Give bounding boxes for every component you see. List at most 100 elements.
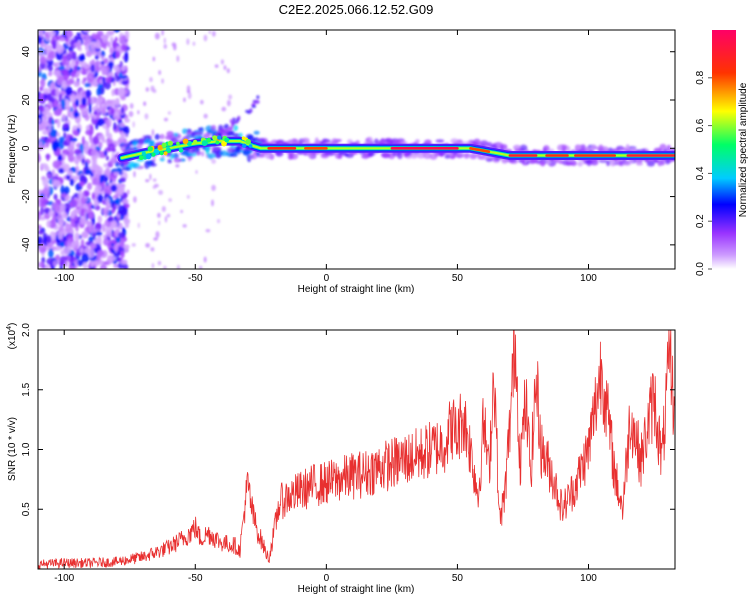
spectrogram-ridge-dot — [151, 152, 156, 157]
y-tick-label: -40 — [21, 237, 32, 252]
spectrogram-speckle — [211, 184, 216, 192]
spectrogram-noise-blob — [81, 231, 89, 239]
spectrogram-noise-blob — [111, 89, 115, 97]
spectrogram-noise-blob — [79, 181, 85, 187]
spectrogram-noise-blob — [58, 168, 65, 174]
spectrogram-noise-blob — [64, 37, 70, 42]
spectrogram-speckle — [187, 92, 192, 100]
spectrogram-noise-blob — [95, 222, 102, 230]
spectrogram-noise-blob — [76, 153, 81, 160]
spectrogram-noise-blob — [83, 77, 87, 82]
spectrogram-noise-blob — [107, 41, 112, 48]
spectrogram-noise-blob — [86, 182, 93, 191]
spectrogram-noise-blob — [73, 111, 80, 118]
spectrogram-ridge-dot — [212, 135, 218, 141]
spectrogram-noise-blob — [73, 80, 81, 88]
y-tick-label: 0 — [21, 145, 32, 151]
spectrogram-noise-blob — [70, 241, 76, 250]
spectrogram-noise-blob — [56, 132, 61, 138]
y-tick-label: 0.5 — [21, 502, 32, 516]
snr-scale-exponent: 4 — [6, 326, 13, 330]
spectrogram-speckle — [163, 117, 169, 122]
spectrogram-panel: -100 -50 0 50 100 -40 -20 0 20 40 Height of strai… — [7, 29, 676, 295]
snr-frame — [37, 329, 676, 570]
spectrogram-noise-blob — [88, 225, 96, 234]
spectrogram-ridge-dot — [216, 135, 222, 140]
spectrogram-halo-blob — [226, 131, 234, 137]
spectrogram-halo-blob — [167, 158, 172, 164]
spectrogram-noise-blob — [66, 133, 70, 143]
spectrogram-noise-blob — [97, 118, 105, 127]
spectrogram-noise-blob — [81, 97, 87, 106]
spectrogram-halo-blob — [154, 133, 161, 140]
snr-panel: -100 -50 0 50 100 0.5 1.0 1.5 2.0 Height of stra… — [6, 323, 676, 595]
spectrogram-noise-blob — [118, 122, 125, 128]
spectrogram-noise-blob — [40, 78, 46, 88]
spectrogram-noise-blob — [69, 199, 78, 208]
y-tick-label: 40 — [21, 46, 32, 58]
x-tick-label: -100 — [54, 273, 74, 284]
spectrogram-noise-blob — [44, 44, 53, 53]
spectrogram-noise-blob — [76, 259, 84, 267]
spectrogram-speckle — [205, 228, 211, 233]
spectrogram-speckle — [149, 173, 152, 181]
spectrogram-speckle — [132, 121, 135, 128]
spectrogram-noise-blob — [43, 94, 48, 100]
spectrogram-noise-blob — [40, 106, 45, 113]
spectrogram-halo-blob — [187, 152, 197, 157]
spectrogram-noise-blob — [113, 64, 120, 72]
x-tick-label: -100 — [54, 573, 74, 584]
spectrogram-halo-blob — [665, 159, 671, 165]
spectrogram-halo-blob — [180, 151, 189, 156]
spectrogram-halo-blob — [131, 162, 141, 168]
spectrogram-ridge-dot — [145, 153, 152, 160]
spectrogram-noise-blob — [70, 71, 76, 78]
spectrogram-noise-blob — [49, 129, 58, 138]
spectrogram-noise-blob — [87, 96, 91, 105]
spectrogram-halo-blob — [314, 137, 319, 145]
spectrogram-noise-blob — [75, 60, 79, 67]
colorbar-label: Normalized spectral amplitude — [738, 82, 749, 217]
spectrogram-noise-blob — [110, 156, 117, 164]
spectrogram-noise-blob — [100, 103, 108, 108]
spectrogram-speckle — [180, 209, 184, 214]
spectrogram-halo-blob — [182, 128, 188, 135]
spectrogram-noise-blob — [53, 193, 58, 201]
spectrogram-noise-blob — [102, 207, 110, 215]
spectrogram-speckle — [133, 196, 137, 203]
spectrogram-noise-blob — [89, 96, 96, 105]
spectrogram-halo-blob — [435, 139, 445, 143]
spectrogram-halo-blob — [598, 144, 604, 151]
spectrogram-noise-blob — [81, 192, 85, 202]
spectrogram-speckle — [143, 101, 147, 106]
spectrogram-noise-blob — [59, 202, 66, 213]
spectrogram-halo-blob — [132, 141, 138, 147]
spectrogram-noise-blob — [61, 149, 70, 156]
spectrogram-halo-blob — [194, 131, 203, 135]
spectrogram-noise-blob — [49, 96, 56, 103]
spectrogram-halo-blob — [232, 133, 240, 138]
figure-title: C2E2.2025.066.12.52.G09 — [279, 2, 434, 17]
colorbar-tick-label: 0.8 — [695, 70, 706, 84]
spectrogram-noise-blob — [72, 129, 79, 136]
spectrogram-noise-blob — [38, 66, 42, 73]
spectrogram-noise-blob — [105, 197, 110, 205]
spectrogram-noise-blob — [89, 44, 96, 55]
spectrogram-noise-blob — [92, 114, 98, 120]
spectrogram-noise-blob — [93, 259, 100, 267]
x-tick-label: -50 — [188, 573, 203, 584]
spectrogram-speckle — [131, 243, 136, 247]
spectrogram-speckle — [152, 56, 156, 62]
spectrogram-noise-blob — [42, 129, 49, 136]
spectrogram-speckle — [182, 224, 187, 228]
spectrogram-noise-blob — [98, 141, 103, 148]
spectrogram-halo-blob — [301, 137, 310, 143]
spectrogram-ridge-dot — [138, 155, 144, 161]
spectrogram-ridge-dot — [241, 143, 247, 148]
spectrogram-noise-blob — [113, 122, 117, 131]
spectrogram-halo-blob — [331, 138, 338, 145]
spectrogram-halo-blob — [253, 130, 260, 135]
spectrogram-noise-blob — [120, 95, 126, 101]
spectrogram-speckle — [158, 220, 161, 226]
spectrogram-speckle — [199, 265, 203, 269]
